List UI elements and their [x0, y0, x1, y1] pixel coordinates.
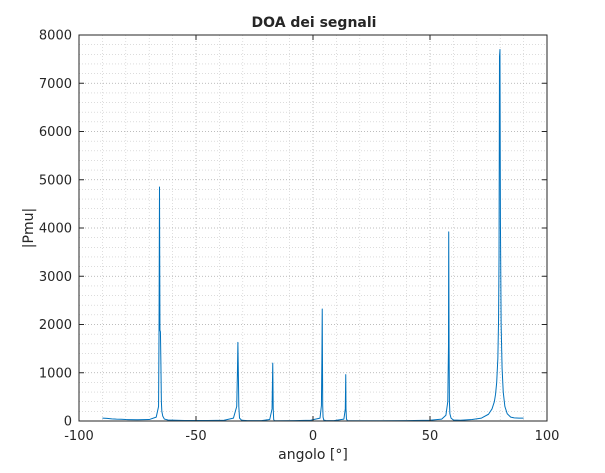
y-axis-label: |Pmu|: [21, 208, 37, 248]
y-tick-label: 1000: [39, 366, 72, 381]
y-tick-label: 3000: [39, 270, 72, 285]
data-lines: [102, 48, 524, 422]
x-tick-labels: -100 -50 0 50 100: [64, 429, 559, 444]
y-tick-label: 2000: [39, 318, 72, 333]
chart-title: DOA dei segnali: [252, 15, 377, 31]
y-tick-labels: 0 1000 2000 3000 4000 5000 6000 7000 8000: [39, 29, 72, 430]
x-axis-label: angolo [°]: [278, 447, 348, 463]
y-tick-label: 6000: [39, 125, 72, 140]
y-tick-label: 5000: [39, 173, 72, 188]
x-tick-label: 50: [422, 429, 439, 444]
y-tick-label: 8000: [39, 29, 72, 44]
x-tick-label: 100: [535, 429, 560, 444]
x-tick-label: 0: [309, 429, 317, 444]
y-tick-label: 4000: [39, 222, 72, 237]
series-line-0: [102, 48, 524, 422]
ticks: [78, 34, 548, 422]
y-tick-label: 7000: [39, 77, 72, 92]
x-tick-label: -100: [64, 429, 94, 444]
y-tick-label: 0: [64, 415, 72, 430]
plot-area: [78, 34, 548, 422]
x-tick-label: -50: [185, 429, 206, 444]
